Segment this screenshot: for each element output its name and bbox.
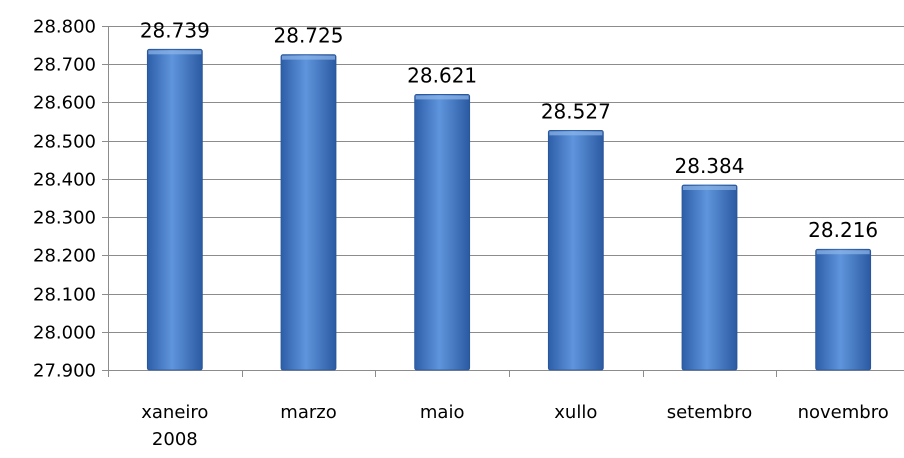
x-tick-label: xullo	[554, 402, 597, 423]
bar-highlight	[683, 186, 736, 191]
x-tick-label: 2008	[152, 429, 198, 450]
bar-highlight	[415, 95, 469, 100]
data-label: 28.725	[274, 24, 344, 48]
axes	[102, 26, 904, 377]
y-tick-label: 28.600	[33, 93, 96, 114]
bar	[280, 54, 337, 371]
y-tick-label: 27.900	[33, 361, 96, 382]
data-label: 28.216	[808, 218, 878, 242]
gridlines	[108, 26, 904, 333]
y-tick-label: 28.800	[33, 17, 96, 38]
bar	[146, 48, 203, 371]
y-tick-label: 28.400	[33, 170, 96, 191]
bar-highlight	[148, 50, 202, 55]
bar	[681, 184, 738, 371]
data-label: 28.739	[140, 18, 210, 42]
y-tick-label: 28.100	[33, 285, 96, 306]
x-tick-label: xaneiro	[141, 402, 208, 423]
x-tick-label: novembro	[798, 402, 889, 423]
bar	[414, 94, 471, 371]
data-label: 28.621	[407, 63, 477, 87]
bar-highlight	[549, 131, 603, 136]
bars	[146, 48, 872, 371]
data-label: 28.384	[675, 154, 745, 178]
x-tick-label: setembro	[667, 402, 753, 423]
bar	[815, 248, 872, 371]
bar-highlight	[282, 55, 335, 60]
bar-highlight	[816, 250, 870, 255]
x-tick-label: maio	[420, 402, 465, 423]
y-tick-label: 28.300	[33, 208, 96, 229]
y-tick-label: 28.200	[33, 246, 96, 267]
bar	[547, 129, 604, 371]
y-tick-label: 28.000	[33, 323, 96, 344]
y-tick-label: 28.700	[33, 55, 96, 76]
y-tick-label: 28.500	[33, 132, 96, 153]
x-tick-label: marzo	[280, 402, 336, 423]
labels: 27.900 28.000 28.100 28.200 28.300 28.400 28.5…	[33, 17, 889, 451]
data-label: 28.527	[541, 99, 611, 123]
